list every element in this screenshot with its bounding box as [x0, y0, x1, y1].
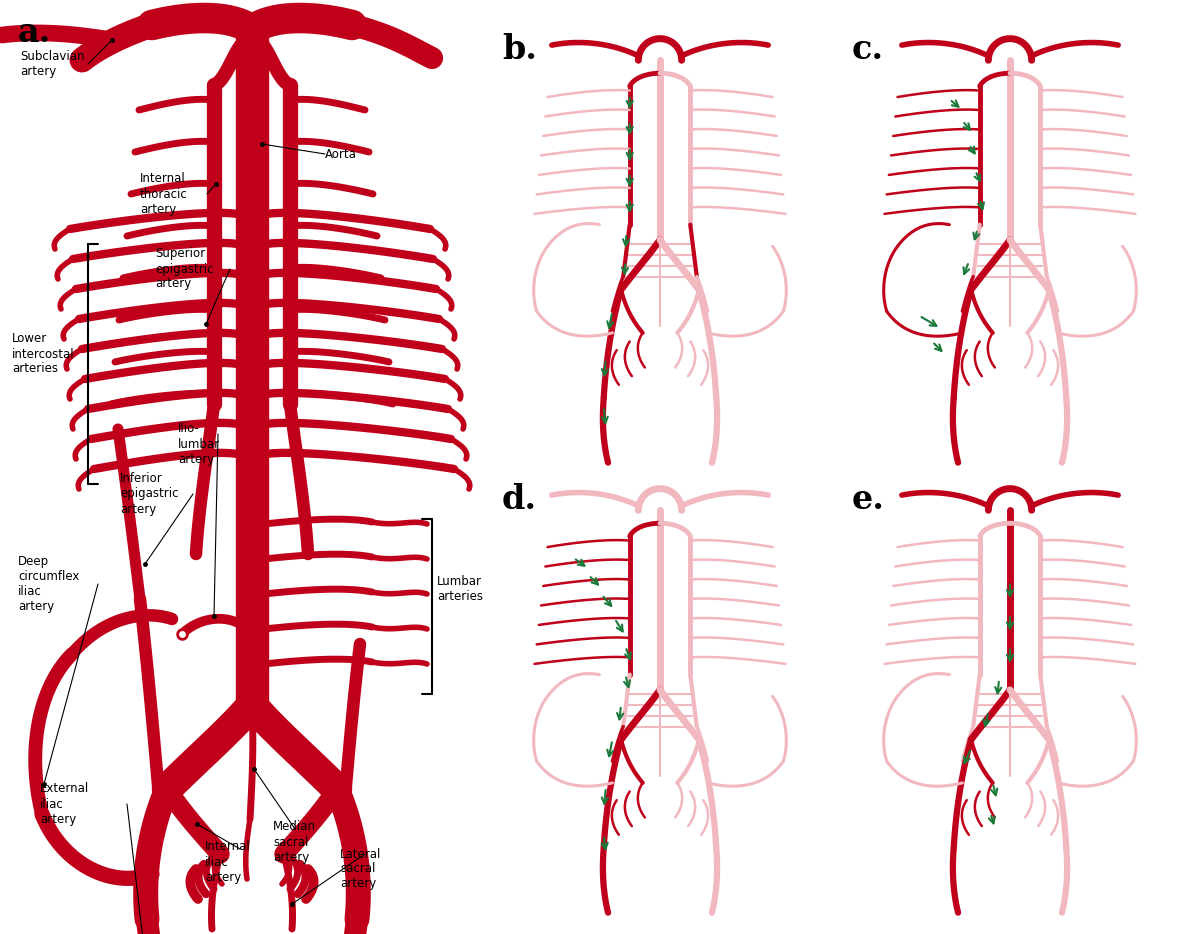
Text: Aorta: Aorta — [325, 148, 356, 161]
Text: b.: b. — [502, 33, 537, 66]
Text: Ilio-
lumbar
artery: Ilio- lumbar artery — [178, 422, 220, 465]
Text: Inferior
epigastric
artery: Inferior epigastric artery — [120, 473, 178, 516]
Text: e.: e. — [852, 483, 885, 516]
Text: d.: d. — [502, 483, 537, 516]
Text: Lower
intercostal
arteries: Lower intercostal arteries — [12, 333, 74, 375]
Text: Internal
thoracic
artery: Internal thoracic artery — [140, 173, 188, 216]
Text: Subclavian
artery: Subclavian artery — [20, 50, 85, 78]
Text: Lateral
sacral
artery: Lateral sacral artery — [340, 847, 382, 890]
Text: c.: c. — [852, 33, 884, 66]
Text: Median
sacral
artery: Median sacral artery — [273, 820, 316, 864]
Text: Deep
circumflex
iliac
artery: Deep circumflex iliac artery — [18, 555, 79, 613]
Text: External
iliac
artery: External iliac artery — [39, 783, 90, 826]
Text: Internal
iliac
artery: Internal iliac artery — [205, 841, 251, 884]
Text: Lumbar
arteries: Lumbar arteries — [437, 575, 483, 603]
Text: a.: a. — [18, 16, 51, 49]
Text: Superior
epigastric
artery: Superior epigastric artery — [155, 248, 214, 290]
